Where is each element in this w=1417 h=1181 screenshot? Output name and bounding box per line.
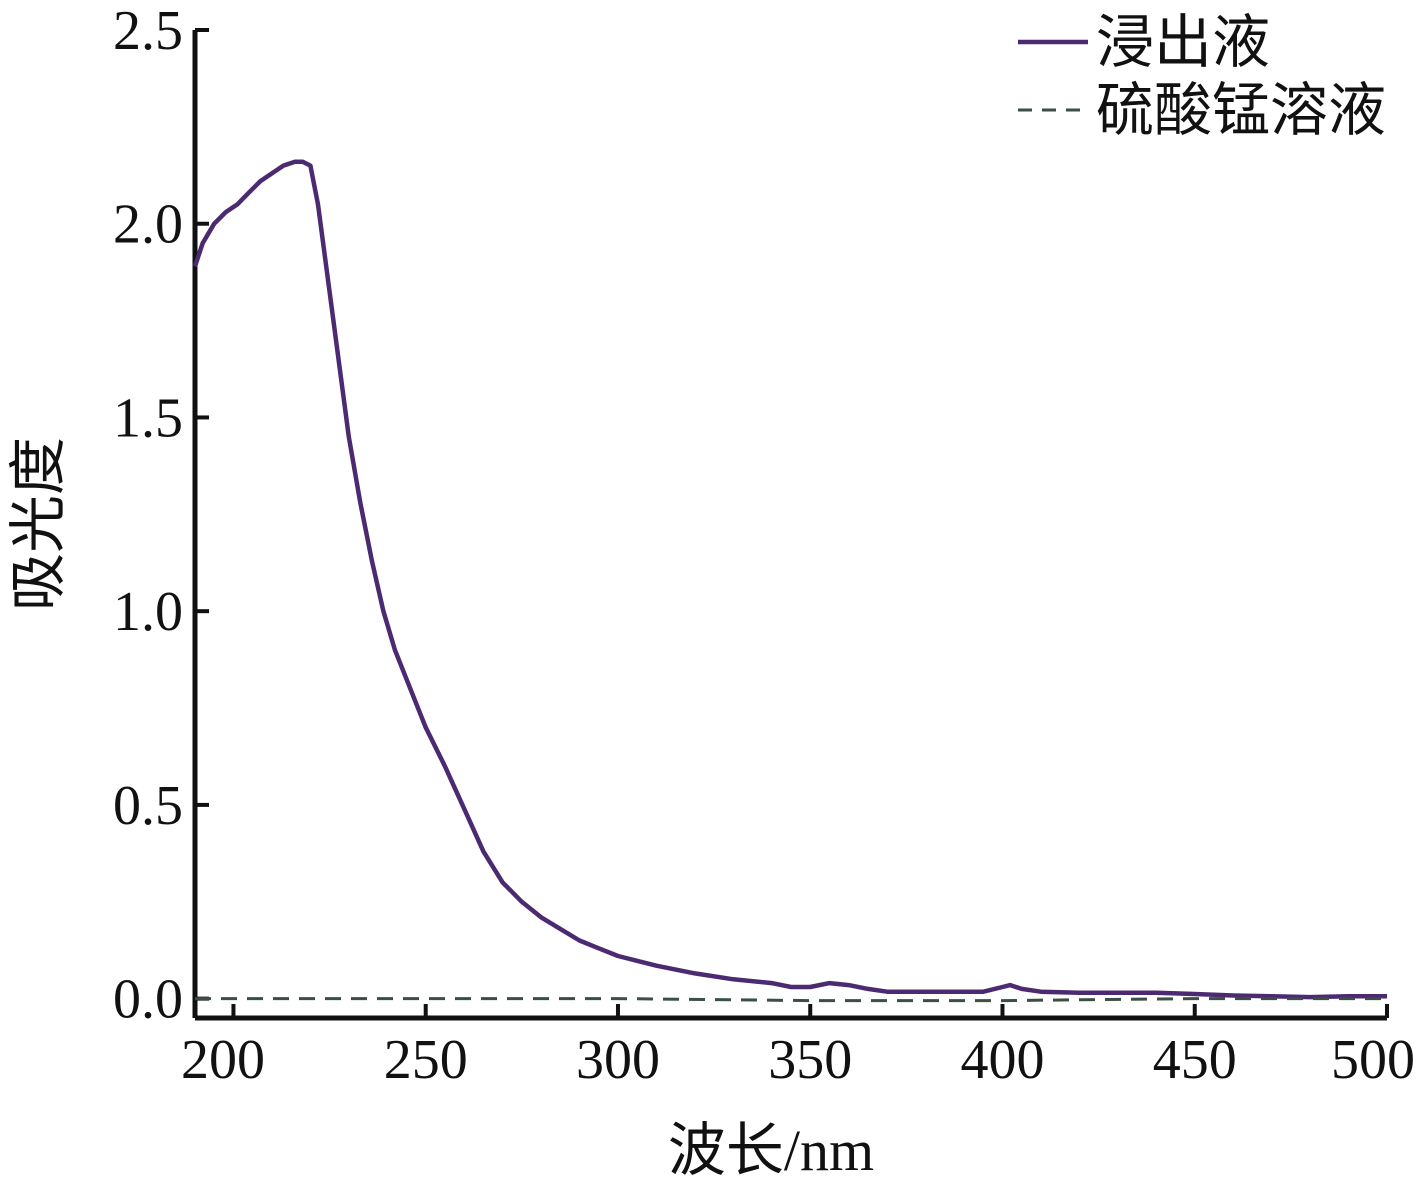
y-tick-label: 1.0 <box>113 581 183 643</box>
x-axis-title: 波长/nm <box>668 1118 874 1181</box>
series-layer <box>192 159 1387 1003</box>
x-tick-label: 300 <box>576 1029 660 1091</box>
series-line-1 <box>195 997 1387 1003</box>
x-tick-label: 250 <box>384 1029 468 1091</box>
legend-label: 硫酸锰溶液 <box>1096 78 1386 143</box>
x-tick-label: 350 <box>768 1029 852 1091</box>
x-tick-label: 450 <box>1153 1029 1237 1091</box>
x-tick-label: 500 <box>1331 1029 1415 1091</box>
x-tick-label: 200 <box>181 1029 265 1091</box>
y-axis-title: 吸光度 <box>6 437 71 611</box>
x-tick-label: 400 <box>960 1029 1044 1091</box>
legend-label: 浸出液 <box>1096 10 1270 75</box>
series-line-0 <box>192 159 1387 1000</box>
y-tick-label: 2.0 <box>113 194 183 256</box>
y-tick-label: 1.5 <box>113 387 183 449</box>
ticks: 0.0 0.5 1.0 1.5 2.0 2.5 200 250 300 350 400 450 500 <box>113 0 1415 1091</box>
y-tick-label: 2.5 <box>113 0 183 62</box>
axes <box>192 30 1389 1021</box>
y-tick-label: 0.5 <box>113 775 183 837</box>
y-tick-label: 0.0 <box>113 969 183 1031</box>
